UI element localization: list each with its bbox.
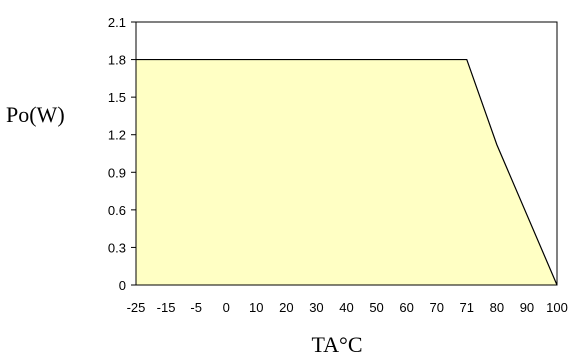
plot-area <box>135 21 558 286</box>
y-axis-ticks: 0 0.3 0.6 0.9 1.2 1.5 1.8 2.1 <box>108 15 136 293</box>
x-tick-label: 70 <box>429 300 443 315</box>
x-tick-label: 80 <box>490 300 504 315</box>
derating-area-fill <box>136 59 557 286</box>
x-tick-label: 60 <box>399 300 413 315</box>
x-tick-label: -25 <box>127 300 146 315</box>
x-tick-label: 40 <box>339 300 353 315</box>
y-tick-label: 1.2 <box>108 128 126 143</box>
y-axis-title: Po(W) <box>6 102 65 127</box>
x-tick-label: -5 <box>190 300 202 315</box>
plot-frame <box>135 21 558 286</box>
derating-curve-line <box>136 58 558 286</box>
x-tick-label: 20 <box>279 300 293 315</box>
x-tick-label: 10 <box>249 300 263 315</box>
x-tick-label: 50 <box>369 300 383 315</box>
y-tick-label: 0.3 <box>108 240 126 255</box>
x-tick-label: 100 <box>546 300 568 315</box>
y-tick-label: 1.5 <box>108 90 126 105</box>
x-tick-label: 30 <box>309 300 323 315</box>
y-tick-label: 0.6 <box>108 203 126 218</box>
x-axis-title: TA°C <box>311 332 362 355</box>
y-tick-label: 0.9 <box>108 165 126 180</box>
x-tick-label: 71 <box>460 300 474 315</box>
x-tick-label: -15 <box>157 300 176 315</box>
x-axis-ticks: -25 -15 -5 0 10 20 30 40 50 60 70 71 80 90 100 <box>127 300 568 315</box>
y-tick-label: 1.8 <box>108 53 126 68</box>
x-tick-label: 0 <box>223 300 230 315</box>
x-tick-label: 90 <box>520 300 534 315</box>
y-tick-label: 2.1 <box>108 15 126 30</box>
y-tick-label: 0 <box>119 278 126 293</box>
